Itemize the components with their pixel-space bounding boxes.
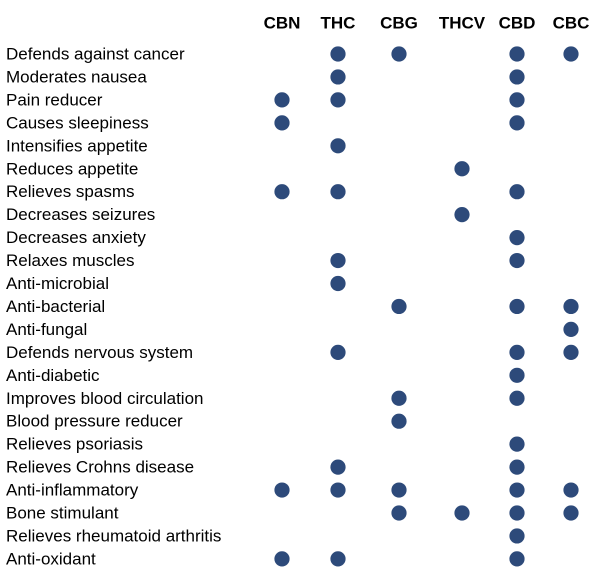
dot-thc xyxy=(330,69,346,85)
dot-cbg xyxy=(391,46,407,62)
row-label: Defends against cancer xyxy=(6,45,185,64)
dot-cbc xyxy=(563,344,579,360)
dot-cbd xyxy=(509,230,525,246)
column-header-cbn: CBN xyxy=(264,14,301,33)
dot-cbd xyxy=(509,69,525,85)
row-label: Reduces appetite xyxy=(6,159,138,178)
dot-cbg xyxy=(391,298,407,315)
dot-cbc xyxy=(563,505,579,521)
dot-marks xyxy=(274,46,579,567)
dot-cbc xyxy=(563,482,579,498)
row-label: Causes sleepiness xyxy=(6,113,149,132)
row-label: Anti-oxidant xyxy=(6,549,96,568)
dot-cbn xyxy=(274,551,290,567)
row-label: Relieves spasms xyxy=(6,182,135,201)
row-label: Decreases anxiety xyxy=(6,228,146,247)
row-label: Bone stimulant xyxy=(6,504,119,523)
dot-cbd xyxy=(509,184,525,200)
row-label: Relieves psoriasis xyxy=(6,435,143,454)
row-label: Defends nervous system xyxy=(6,343,193,362)
dot-cbd xyxy=(509,115,525,131)
dot-cbd xyxy=(509,551,525,567)
dot-thc xyxy=(330,275,346,292)
dot-thc xyxy=(330,482,346,498)
column-headers: CBN THC CBG THCV CBD CBC xyxy=(264,14,590,33)
row-label: Intensifies appetite xyxy=(6,136,148,155)
row-label: Moderates nausea xyxy=(6,67,147,86)
row-label: Anti-microbial xyxy=(6,274,109,293)
dot-cbn xyxy=(274,184,290,200)
dot-cbg xyxy=(391,413,407,429)
dot-cbd xyxy=(509,436,525,452)
row-label: Improves blood circulation xyxy=(6,389,203,408)
dot-thc xyxy=(330,252,346,269)
dot-thcv xyxy=(454,207,470,223)
dot-cbd xyxy=(509,459,525,475)
dot-cbd xyxy=(509,46,525,62)
dot-cbd xyxy=(509,505,525,521)
dot-cbc xyxy=(563,46,579,62)
dot-cbd xyxy=(509,482,525,498)
dot-thc xyxy=(330,138,346,154)
dot-thc xyxy=(330,344,346,360)
column-header-cbd: CBD xyxy=(499,14,536,33)
dot-cbd xyxy=(509,367,525,383)
dot-cbd xyxy=(509,528,525,544)
dot-cbg xyxy=(391,482,407,498)
row-label: Decreases seizures xyxy=(6,205,155,224)
row-label: Anti-fungal xyxy=(6,320,87,339)
row-labels: Defends against cancer Moderates nausea Pa… xyxy=(6,45,221,569)
column-header-cbg: CBG xyxy=(380,14,418,33)
dot-thc xyxy=(330,92,346,108)
column-header-thcv: THCV xyxy=(439,14,486,33)
dot-cbc xyxy=(563,321,579,337)
dot-thc xyxy=(330,184,346,200)
dot-cbg xyxy=(391,390,407,406)
row-label: Pain reducer xyxy=(6,90,103,109)
dot-cbn xyxy=(274,92,290,108)
dot-thc xyxy=(330,551,346,567)
dot-cbn xyxy=(274,115,290,131)
row-label: Anti-diabetic xyxy=(6,366,100,385)
column-header-cbc: CBC xyxy=(553,14,590,33)
dot-thc xyxy=(330,46,346,62)
row-label: Blood pressure reducer xyxy=(6,412,183,431)
dot-cbg xyxy=(391,505,407,521)
dot-cbd xyxy=(509,390,525,406)
dot-cbd xyxy=(509,92,525,108)
row-label: Relieves Crohns disease xyxy=(6,458,194,477)
dot-cbd xyxy=(509,344,525,360)
row-label: Anti-bacterial xyxy=(6,297,105,316)
dot-cbn xyxy=(274,482,290,498)
dot-thc xyxy=(330,459,346,475)
dot-thcv xyxy=(454,505,470,521)
dot-cbc xyxy=(563,298,579,315)
row-label: Relieves rheumatoid arthritis xyxy=(6,526,221,545)
row-label: Relaxes muscles xyxy=(6,251,135,270)
row-label: Anti-inflammatory xyxy=(6,481,139,500)
column-header-thc: THC xyxy=(321,14,356,33)
dot-cbd xyxy=(509,252,525,269)
dot-cbd xyxy=(509,298,525,315)
dot-thcv xyxy=(454,161,470,177)
